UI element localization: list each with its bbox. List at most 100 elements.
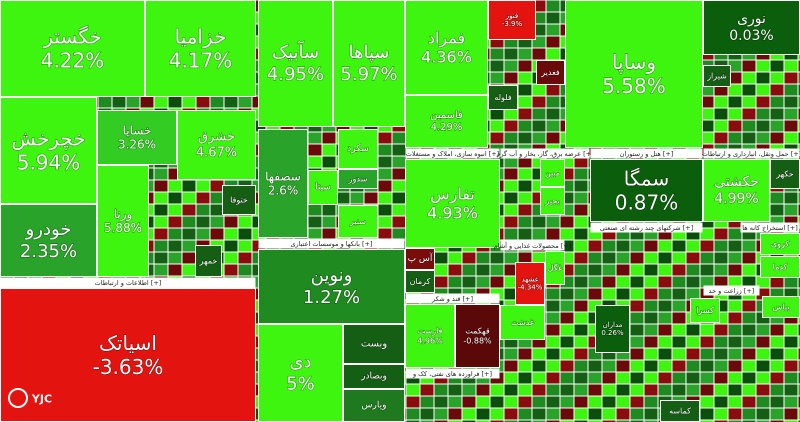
sector-header[interactable] [703, 285, 760, 296]
tile[interactable] [258, 249, 405, 324]
tile[interactable] [488, 0, 536, 40]
tile[interactable] [500, 305, 545, 340]
small-tile [742, 372, 756, 384]
sector-header[interactable] [703, 148, 800, 159]
small-tile [532, 252, 546, 264]
small-tile [476, 264, 490, 276]
sector-header[interactable] [500, 148, 590, 159]
tile-name: کروی [771, 240, 790, 249]
sector-header[interactable] [590, 148, 703, 159]
small-tile [532, 228, 546, 240]
small-tile [672, 288, 686, 300]
small-tile [336, 192, 350, 204]
tile[interactable] [455, 304, 500, 368]
tile[interactable] [145, 0, 256, 97]
tile[interactable] [540, 187, 565, 215]
tile[interactable] [405, 248, 435, 270]
sector-header[interactable] [740, 222, 800, 233]
small-tile [630, 372, 644, 384]
watermark-text: YJC [31, 393, 52, 406]
tile[interactable] [0, 288, 256, 422]
small-tile [672, 264, 686, 276]
small-tile [168, 180, 182, 192]
tile[interactable] [177, 110, 256, 180]
tile[interactable] [97, 110, 177, 165]
tile[interactable] [338, 129, 378, 169]
small-tile [546, 108, 560, 120]
tile[interactable] [405, 159, 500, 248]
small-tile [182, 252, 196, 264]
small-tile [658, 336, 672, 348]
tile[interactable] [258, 129, 308, 238]
tile[interactable] [405, 270, 435, 293]
small-tile [630, 408, 644, 420]
tile[interactable] [343, 324, 405, 364]
sector-header[interactable] [0, 277, 256, 288]
tile-name: وپارس [362, 401, 387, 411]
small-tile [154, 216, 168, 228]
tile[interactable] [690, 298, 720, 323]
tile-change: 4.93% [427, 204, 478, 223]
tile-name: آس پ [408, 252, 433, 264]
tile[interactable] [545, 251, 565, 285]
small-tile [798, 420, 800, 422]
small-tile [238, 228, 252, 240]
small-tile [798, 60, 800, 72]
tile[interactable] [770, 159, 800, 189]
tile[interactable] [703, 65, 731, 87]
small-tile [798, 108, 800, 120]
sector-header[interactable] [405, 148, 500, 159]
tile[interactable] [515, 262, 545, 305]
tile[interactable] [595, 305, 630, 353]
small-tile [532, 216, 546, 228]
small-tile [154, 252, 168, 264]
tile[interactable] [343, 389, 405, 422]
small-tile [224, 96, 238, 108]
tile[interactable] [405, 304, 455, 368]
tile[interactable] [338, 205, 378, 238]
small-tile [490, 36, 504, 48]
tile[interactable] [258, 0, 333, 127]
sector-header[interactable] [500, 240, 565, 251]
small-tile [742, 384, 756, 396]
tile-change: 5.58% [602, 74, 666, 98]
tile[interactable] [338, 169, 378, 189]
tile[interactable] [488, 85, 518, 110]
tile[interactable] [258, 324, 343, 422]
tile[interactable] [0, 97, 97, 204]
tile[interactable] [222, 185, 256, 215]
tile[interactable] [590, 159, 703, 222]
tile[interactable] [565, 0, 703, 148]
tile[interactable] [308, 170, 338, 205]
small-tile [714, 384, 728, 396]
tile[interactable] [333, 0, 405, 127]
tile[interactable] [0, 0, 145, 97]
tile[interactable] [195, 245, 222, 277]
tile[interactable] [343, 364, 405, 389]
tile[interactable] [703, 159, 770, 222]
sector-header[interactable] [405, 368, 500, 379]
small-tile [742, 300, 756, 312]
small-tile [602, 396, 616, 408]
small-tile [406, 420, 420, 422]
tile[interactable] [0, 204, 97, 277]
tile[interactable] [405, 0, 488, 95]
tile[interactable] [540, 159, 565, 187]
sector-header[interactable] [258, 238, 405, 249]
sector-label: اطلاعات و ارتباطات [+] [95, 279, 162, 287]
small-tile [672, 384, 686, 396]
tile[interactable] [405, 95, 488, 148]
small-tile [742, 240, 756, 252]
tile[interactable] [536, 60, 565, 85]
small-tile [490, 72, 504, 84]
tile[interactable] [97, 165, 149, 277]
sector-header[interactable] [590, 222, 703, 233]
small-tile [756, 420, 770, 422]
small-tile [644, 348, 658, 360]
tile-name: وبصادر [360, 372, 387, 382]
sector-header[interactable] [405, 293, 500, 304]
small-tile [574, 156, 588, 168]
small-tile [770, 288, 784, 300]
tile-name: وساپا [612, 50, 656, 75]
small-tile [742, 96, 756, 108]
